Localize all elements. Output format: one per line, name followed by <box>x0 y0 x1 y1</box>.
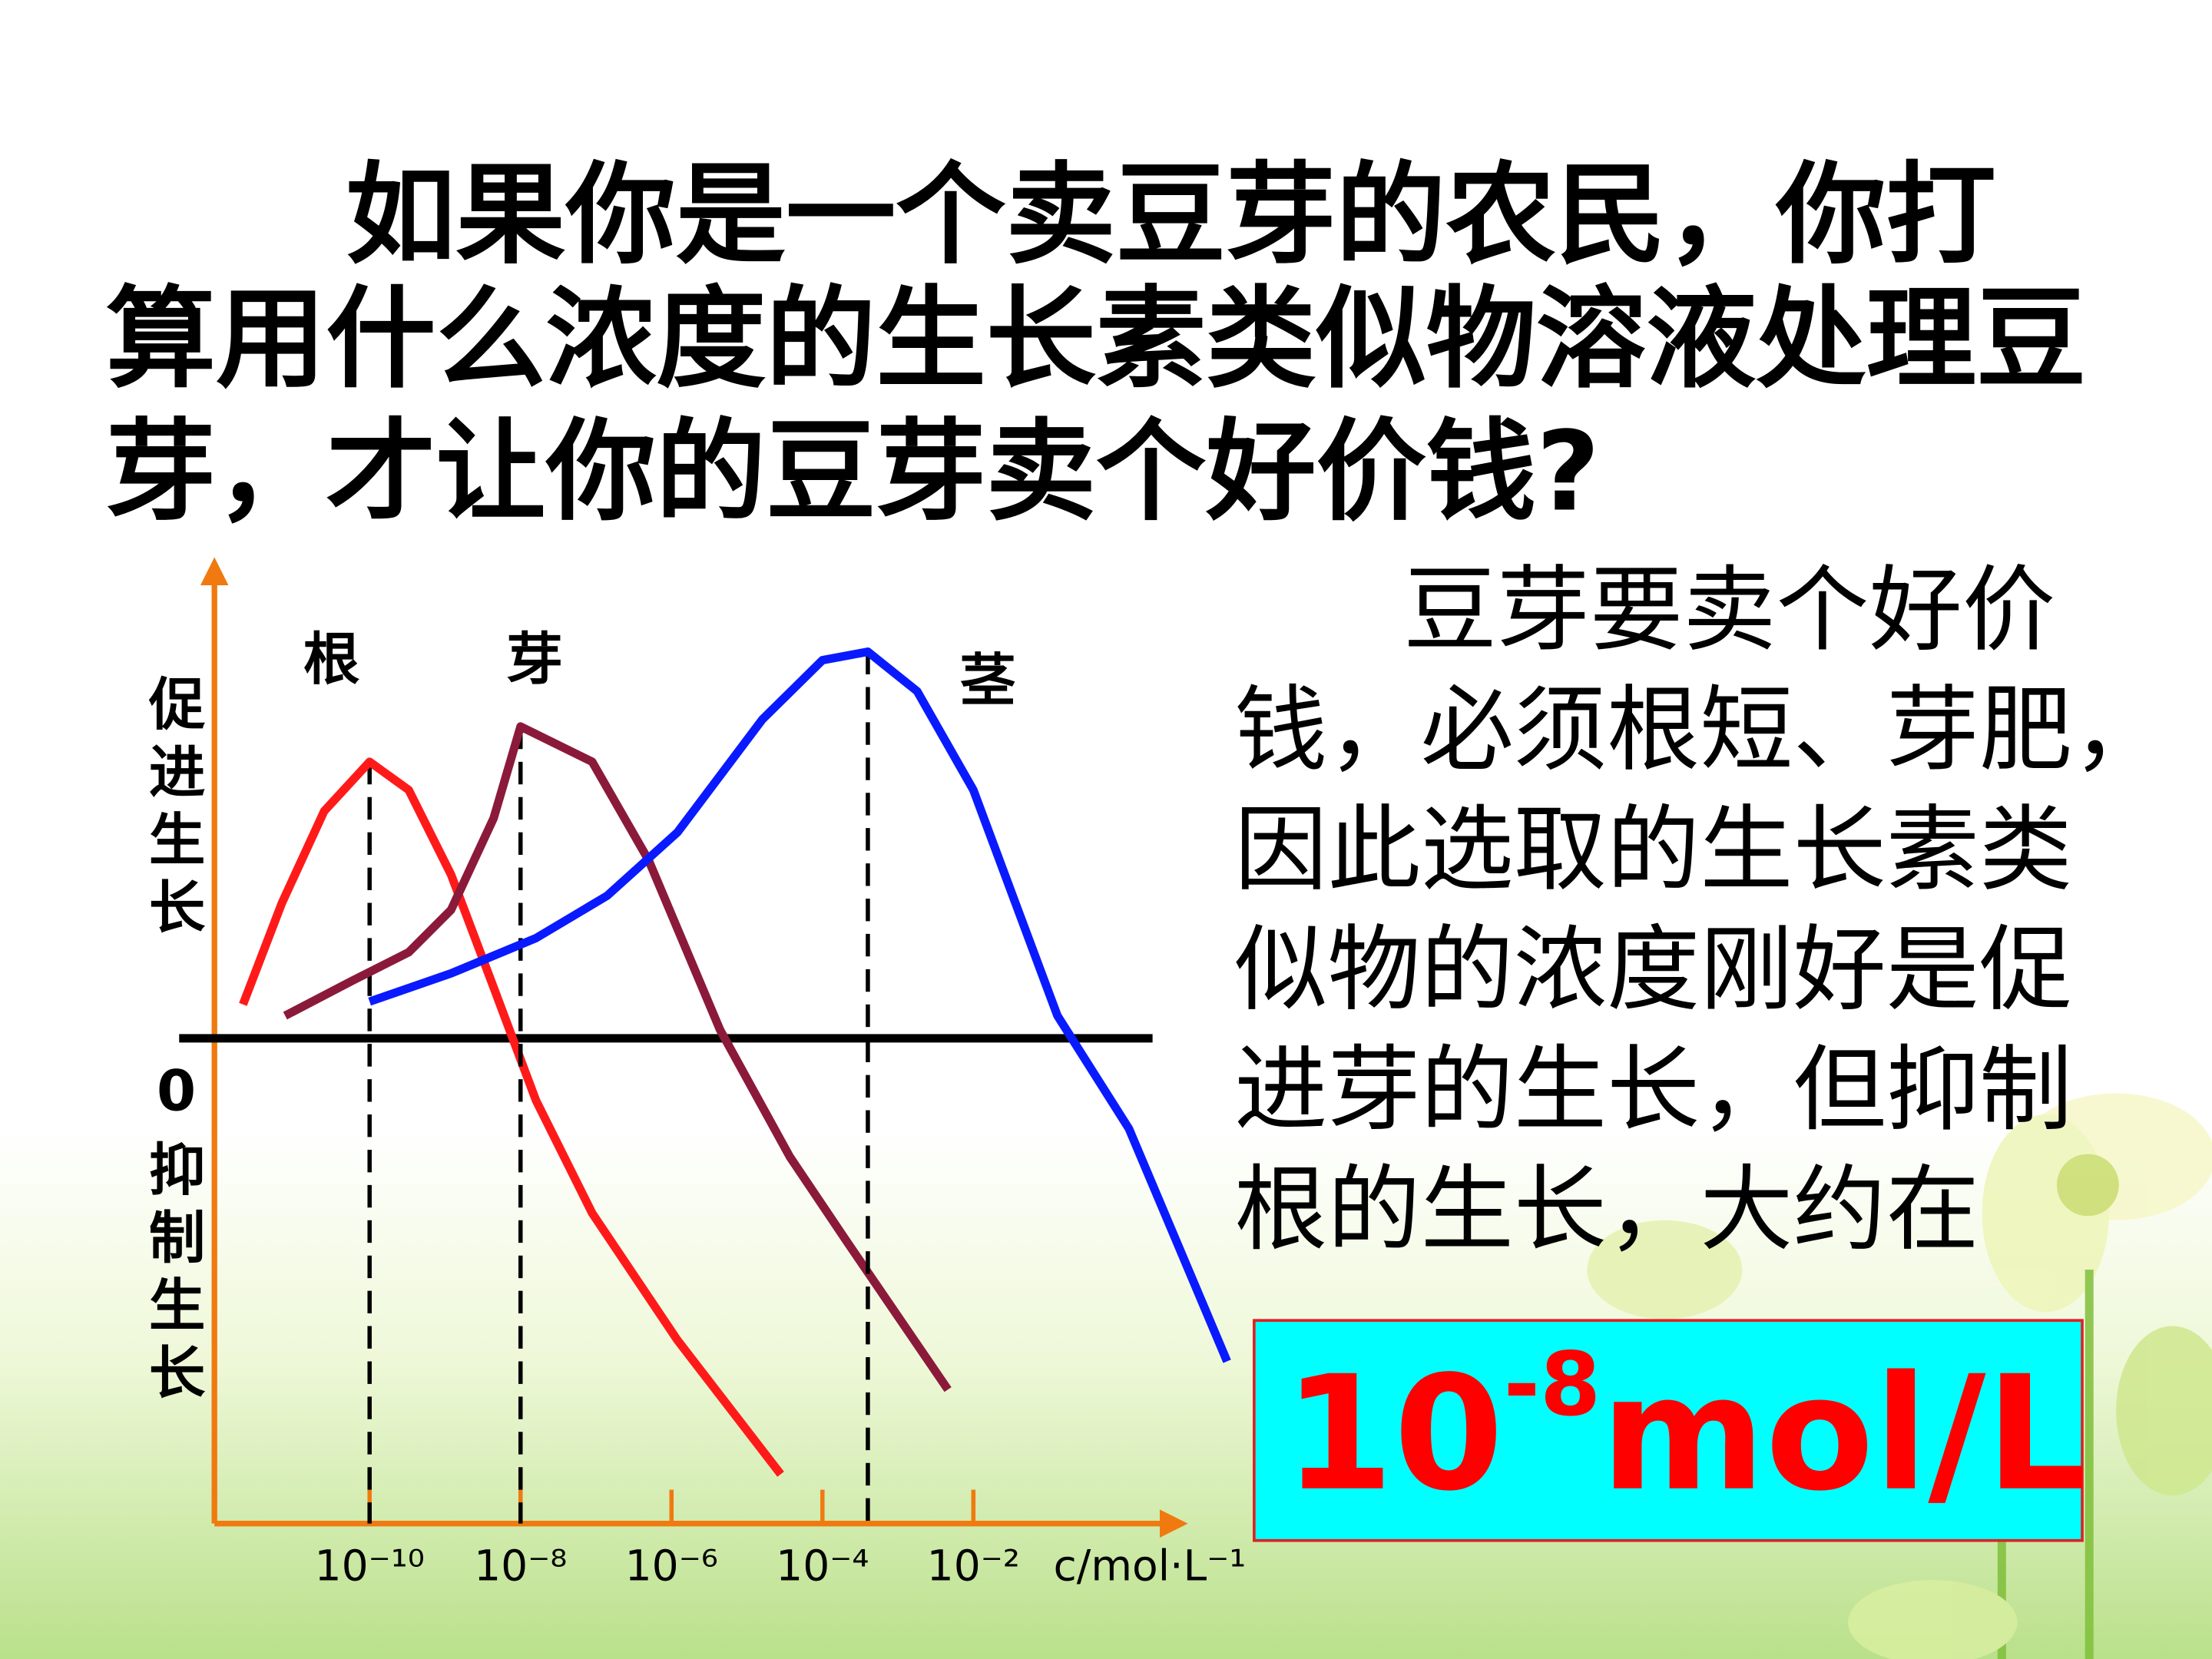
y-axis-label: 促进生长 <box>140 674 207 945</box>
series-label: 根 <box>303 627 360 692</box>
series-line <box>239 757 784 1477</box>
answer-unit: mol/L <box>1601 1342 2086 1526</box>
answer: 10-8mol/L <box>1283 1333 2086 1526</box>
series-label: 茎 <box>959 648 1015 714</box>
series-line <box>283 722 952 1392</box>
x-tick-label: 10⁻⁴ <box>776 1541 869 1591</box>
x-tick-label: 10⁻⁸ <box>474 1541 567 1591</box>
answer-base: 10 <box>1283 1342 1503 1526</box>
body-line: 钱，必须根短、芽肥， <box>1234 675 2165 784</box>
title-line: 如果你是一个卖豆芽的农民，你打 <box>346 151 1996 279</box>
body-line: 进芽的生长，但抑制 <box>1234 1035 2072 1144</box>
body-line: 根的生长，大约在 <box>1234 1154 1979 1263</box>
title-line: 算用什么浓度的生长素类似物溶液处理豆 <box>106 275 2087 403</box>
body-line: 豆芽要卖个好价 <box>1404 555 2056 664</box>
x-axis-label: c/mol·L⁻¹ <box>1053 1541 1246 1591</box>
body-line: 似物的浓度刚好是促 <box>1234 915 2072 1024</box>
x-tick-label: 10⁻² <box>927 1541 1020 1591</box>
x-tick-label: 10⁻¹⁰ <box>315 1541 425 1591</box>
answer-exponent: -8 <box>1504 1333 1601 1435</box>
series-line <box>368 647 1231 1363</box>
y-tick-label: 0 <box>157 1058 196 1124</box>
y-axis-label: 抑制生长 <box>140 1140 205 1411</box>
series-label: 芽 <box>506 627 562 692</box>
body-line: 因此选取的生长素类 <box>1234 795 2072 904</box>
answer-box <box>1253 1319 2084 1542</box>
flowers <box>1587 1093 2212 1659</box>
x-tick-label: 10⁻⁶ <box>625 1541 718 1591</box>
title-line: 芽，才让你的豆芽卖个好价钱? <box>106 408 1600 536</box>
